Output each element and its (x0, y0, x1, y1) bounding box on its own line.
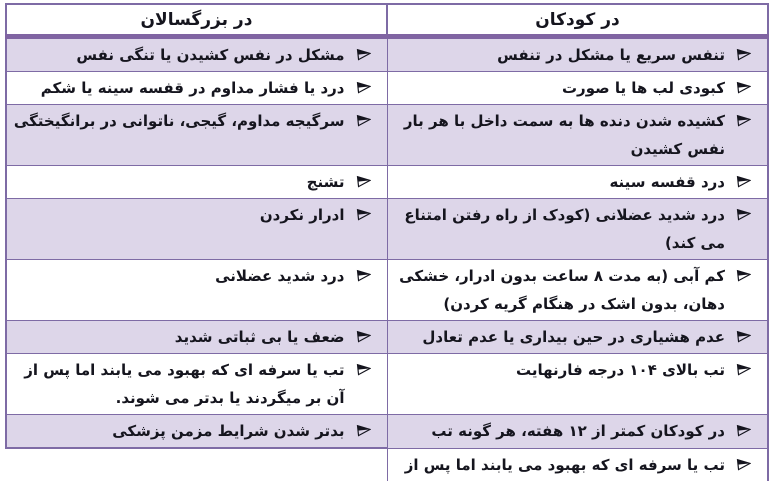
arrowhead-bullet-icon (356, 268, 372, 282)
symptom-comparison-table: در کودکان در بزرگسالان تنفس سریع یا مشکل… (5, 3, 769, 481)
arrowhead-bullet-icon (736, 113, 752, 127)
table-cell-children: تنفس سریع یا مشکل در تنفس (386, 36, 769, 72)
symptom-text: درد قفسه سینه (609, 173, 725, 191)
table-cell-children: تب بالای ۱۰۴ درجه فارنهایت (386, 353, 769, 415)
symptom-text: تب یا سرفه ای که بهبود می یابند اما پس ا… (404, 455, 725, 474)
symptom-text: درد شدید عضلانی (215, 267, 345, 285)
table-row: کبودی لب ها یا صورت درد یا فشار مداوم در … (5, 71, 769, 105)
table-cell-adults: ضعف یا بی ثباتی شدید (5, 320, 388, 354)
table-header-row: در کودکان در بزرگسالان (5, 3, 769, 39)
symptom-text: سرگیجه مداوم، گیجی، ناتوانی در برانگیختگ… (13, 112, 345, 130)
empty-cell (6, 448, 387, 481)
table-row: درد شدید عضلانی (کودک از راه رفتن امتناع… (5, 198, 769, 260)
arrowhead-bullet-icon (356, 47, 372, 61)
table-row: تنفس سریع یا مشکل در تنفس مشکل در نفس کشی… (5, 36, 769, 72)
table-cell-adults: درد شدید عضلانی (5, 259, 388, 321)
symptom-text: تنفس سریع یا مشکل در تنفس (497, 46, 725, 64)
table-row: کم آبی (به مدت ۸ ساعت بدون ادرار، خشکی د… (5, 259, 769, 321)
table-cell-adults: مشکل در نفس کشیدن یا تنگی نفس (5, 36, 388, 72)
arrowhead-bullet-icon (736, 423, 752, 437)
symptom-text: درد شدید عضلانی (کودک از راه رفتن امتناع… (404, 206, 725, 252)
table-cell-adults: تشنج (5, 165, 388, 199)
arrowhead-bullet-icon (356, 113, 372, 127)
table-row: عدم هشیاری در حین بیداری یا عدم تعادل ضعف… (5, 320, 769, 354)
arrowhead-bullet-icon (356, 80, 372, 94)
symptom-text: ضعف یا بی ثباتی شدید (174, 328, 345, 346)
arrowhead-bullet-icon (736, 207, 752, 221)
symptom-text: کم آبی (به مدت ۸ ساعت بدون ادرار، خشکی د… (399, 267, 725, 313)
column-header-children: در کودکان (386, 3, 769, 39)
arrowhead-bullet-icon (736, 174, 752, 188)
arrowhead-bullet-icon (356, 174, 372, 188)
table-row: در کودکان کمتر از ۱۲ هفته، هر گونه تب بدت… (5, 414, 769, 449)
table-cell-children: درد شدید عضلانی (کودک از راه رفتن امتناع… (386, 198, 769, 260)
symptom-text: تشنج (306, 173, 345, 191)
arrowhead-bullet-icon (736, 457, 752, 471)
arrowhead-bullet-icon (356, 207, 372, 221)
symptom-text: تب بالای ۱۰۴ درجه فارنهایت (515, 361, 725, 379)
table-cell-adults: ادرار نکردن (5, 198, 388, 260)
table-cell-adults: سرگیجه مداوم، گیجی، ناتوانی در برانگیختگ… (5, 104, 388, 166)
table-cell-children: در کودکان کمتر از ۱۲ هفته، هر گونه تب (386, 414, 769, 449)
table-cell-children: تب یا سرفه ای که بهبود می یابند اما پس ا… (386, 447, 769, 481)
table-cell-children: کم آبی (به مدت ۸ ساعت بدون ادرار، خشکی د… (386, 259, 769, 321)
arrowhead-bullet-icon (736, 329, 752, 343)
table-cell-children: کبودی لب ها یا صورت (386, 71, 769, 105)
table-row: درد قفسه سینه تشنج (5, 165, 769, 199)
arrowhead-bullet-icon (736, 362, 752, 376)
table-row: تب یا سرفه ای که بهبود می یابند اما پس ا… (6, 447, 769, 481)
table-cell-children: عدم هشیاری در حین بیداری یا عدم تعادل (386, 320, 769, 354)
arrowhead-bullet-icon (736, 80, 752, 94)
table-cell-adults: تب یا سرفه ای که بهبود می یابند اما پس ا… (5, 353, 388, 415)
arrowhead-bullet-icon (356, 362, 372, 376)
symptom-text: درد یا فشار مداوم در قفسه سینه یا شکم (40, 79, 345, 97)
symptom-text: کشیده شدن دنده ها به سمت داخل با هر بار … (403, 112, 725, 158)
table-cell-children: درد قفسه سینه (386, 165, 769, 199)
table-cell-children: کشیده شدن دنده ها به سمت داخل با هر بار … (386, 104, 769, 166)
arrowhead-bullet-icon (356, 423, 372, 437)
symptom-text: مشکل در نفس کشیدن یا تنگی نفس (76, 46, 345, 64)
table-row: تب بالای ۱۰۴ درجه فارنهایت تب یا سرفه ای … (5, 353, 769, 415)
symptom-text: ادرار نکردن (259, 206, 345, 224)
symptom-table-body: تنفس سریع یا مشکل در تنفس مشکل در نفس کشی… (5, 36, 769, 481)
table-row: کشیده شدن دنده ها به سمت داخل با هر بار … (5, 104, 769, 166)
arrowhead-bullet-icon (356, 329, 372, 343)
symptom-text: عدم هشیاری در حین بیداری یا عدم تعادل (422, 328, 725, 346)
column-header-adults: در بزرگسالان (5, 3, 388, 39)
symptom-text: تب یا سرفه ای که بهبود می یابند اما پس ا… (24, 361, 345, 407)
arrowhead-bullet-icon (736, 268, 752, 282)
symptom-text: در کودکان کمتر از ۱۲ هفته، هر گونه تب (431, 422, 725, 440)
table-cell-adults: بدتر شدن شرایط مزمن پزشکی (5, 414, 388, 449)
table-cell-adults: درد یا فشار مداوم در قفسه سینه یا شکم (5, 71, 388, 105)
symptom-text: کبودی لب ها یا صورت (561, 79, 725, 97)
symptom-text: بدتر شدن شرایط مزمن پزشکی (112, 422, 345, 440)
arrowhead-bullet-icon (736, 47, 752, 61)
